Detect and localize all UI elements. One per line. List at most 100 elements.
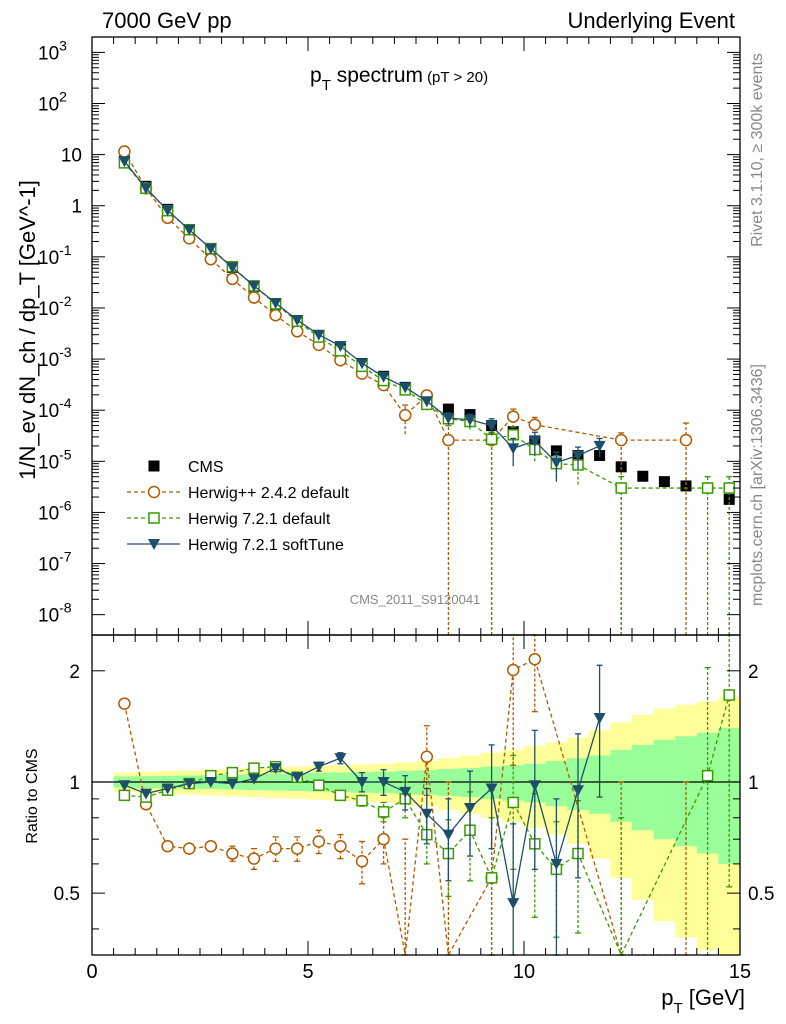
green-band-bin bbox=[610, 750, 633, 822]
main-y-tick-label: 10 bbox=[61, 146, 82, 167]
main-y-tick-base: 10 bbox=[38, 555, 59, 576]
herwigpp-ratio-point bbox=[247, 852, 261, 865]
main-y-tick-label: 10-4 bbox=[38, 395, 72, 422]
herwig721-main-point bbox=[701, 482, 714, 494]
herwigpp-ratio-point bbox=[204, 839, 218, 853]
ratio-y-tick-label-left: 1 bbox=[69, 773, 80, 794]
herwigpp-main-point bbox=[226, 272, 239, 286]
softtune-main-point bbox=[118, 156, 131, 168]
main-y-tick-base: 10 bbox=[38, 299, 59, 320]
softtune-ratio-point bbox=[204, 776, 217, 788]
herwig721-main-line bbox=[123, 162, 730, 489]
x-axis-label: pT [GeV] bbox=[661, 985, 745, 1017]
herwig721-ratio-point bbox=[723, 689, 735, 701]
herwig721-ratio-point bbox=[377, 806, 390, 818]
main-y-tick-base: 10 bbox=[38, 401, 59, 422]
main-y-tick-base: 10 bbox=[38, 350, 59, 371]
softtune-ratio-point bbox=[528, 780, 541, 792]
herwig721-ratio-point bbox=[507, 796, 519, 809]
softtune-ratio-point bbox=[356, 776, 368, 788]
softtune-ratio-point bbox=[593, 713, 606, 725]
softtune-main-point bbox=[291, 315, 304, 327]
softtune-main-point bbox=[528, 435, 541, 447]
softtune-ratio-point bbox=[507, 898, 520, 910]
herwig721-ratio-point bbox=[701, 769, 714, 782]
softtune-main-point bbox=[507, 443, 520, 455]
legend-label-cms: CMS bbox=[188, 459, 224, 476]
softtune-main-point bbox=[269, 298, 282, 310]
cms-main-point bbox=[615, 461, 627, 473]
herwigpp-ratio-point bbox=[312, 835, 326, 848]
main-y-tick-exp: -4 bbox=[59, 395, 72, 411]
cms-main-point bbox=[637, 470, 649, 482]
header-right: Underlying Event bbox=[567, 8, 735, 33]
ratio-y-tick-label-right: 0.5 bbox=[748, 884, 774, 905]
softtune-main-point bbox=[572, 450, 584, 462]
herwigpp-ratio-point bbox=[377, 832, 390, 846]
ratio-y-tick-label-right: 1 bbox=[748, 773, 759, 794]
herwig721-ratio-point bbox=[334, 789, 347, 802]
softtune-ratio-point bbox=[399, 786, 412, 798]
herwigpp-main-point bbox=[398, 408, 412, 422]
rivet-label: Rivet 3.1.10, ≥ 300k events bbox=[749, 53, 766, 247]
softtune-ratio-point bbox=[572, 785, 584, 797]
herwigpp-ratio-line bbox=[123, 658, 686, 958]
softtune-main-point bbox=[356, 358, 368, 370]
main-y-tick-exp: -2 bbox=[59, 293, 72, 309]
legend: CMS Herwig++ 2.4.2 default Herwig 7.2.1 de… bbox=[127, 459, 350, 554]
herwigpp-ratio-point bbox=[528, 652, 542, 666]
herwig721-main-point bbox=[723, 482, 735, 494]
softtune-main-point bbox=[248, 280, 260, 292]
mcplots-label: mcplots.cern.ch [arXiv:1306.3436] bbox=[749, 364, 766, 606]
softtune-main-point bbox=[312, 329, 325, 341]
x-tick-label: 15 bbox=[729, 961, 751, 983]
legend-label-softtune: Herwig 7.2.1 softTune bbox=[188, 537, 344, 554]
ratio-y-tick-label-left: 0.5 bbox=[54, 884, 80, 905]
green-band-bin bbox=[675, 736, 698, 847]
main-y-tick-label: 10-6 bbox=[38, 497, 72, 524]
herwigpp-main-line bbox=[123, 151, 686, 441]
softtune-ratio-point bbox=[485, 783, 498, 795]
main-panel bbox=[118, 145, 735, 635]
legend-marker-herwig721 bbox=[148, 512, 160, 524]
herwigpp-ratio-point bbox=[290, 842, 304, 855]
legend-marker-herwigpp bbox=[147, 485, 161, 499]
cms-main-point bbox=[680, 480, 692, 492]
cms-main-point bbox=[550, 445, 562, 457]
green-band-bin bbox=[653, 739, 676, 840]
softtune-main-point bbox=[226, 262, 239, 274]
main-y-tick-base: 10 bbox=[38, 606, 59, 627]
x-tick-label: 0 bbox=[86, 961, 97, 983]
main-y-tick-label: 10-2 bbox=[38, 293, 72, 320]
softtune-ratio-point bbox=[183, 778, 196, 790]
cms-main-point bbox=[658, 476, 670, 488]
softtune-ratio-point bbox=[312, 761, 325, 773]
x-tick-label: 5 bbox=[302, 961, 313, 983]
header-left: 7000 GeV pp bbox=[102, 8, 232, 33]
softtune-main-point bbox=[485, 420, 498, 432]
herwigpp-ratio-point bbox=[420, 750, 434, 764]
main-y-tick-label: 10-5 bbox=[38, 446, 72, 473]
main-y-tick-base: 10 bbox=[38, 503, 59, 524]
softtune-main-point bbox=[334, 341, 347, 353]
herwig721-ratio-point bbox=[356, 794, 368, 807]
herwigpp-ratio-point bbox=[182, 842, 196, 855]
softtune-ratio-point bbox=[550, 858, 563, 870]
ratio-y-tick-label-left: 2 bbox=[69, 662, 80, 683]
main-y-tick-exp: -5 bbox=[59, 446, 72, 462]
herwigpp-ratio-point bbox=[355, 854, 369, 868]
main-y-tick-label: 102 bbox=[38, 89, 67, 116]
softtune-main-point bbox=[420, 396, 433, 408]
main-y-tick-exp: -1 bbox=[59, 242, 72, 258]
herwigpp-ratio-point bbox=[334, 839, 347, 853]
herwig721-main-point bbox=[615, 482, 627, 494]
herwigpp-ratio-point bbox=[118, 697, 131, 710]
softtune-main-point bbox=[161, 205, 174, 217]
softtune-ratio-point bbox=[248, 773, 260, 785]
main-y-tick-base: 10 bbox=[38, 248, 59, 269]
main-y-axis-label: 1/N_ev dN_ch / dp_T [GeV^-1] bbox=[15, 180, 40, 480]
herwigpp-ratio-point bbox=[161, 839, 174, 853]
main-y-tick-label: 103 bbox=[38, 37, 67, 64]
main-y-tick-base: 10 bbox=[38, 95, 59, 116]
